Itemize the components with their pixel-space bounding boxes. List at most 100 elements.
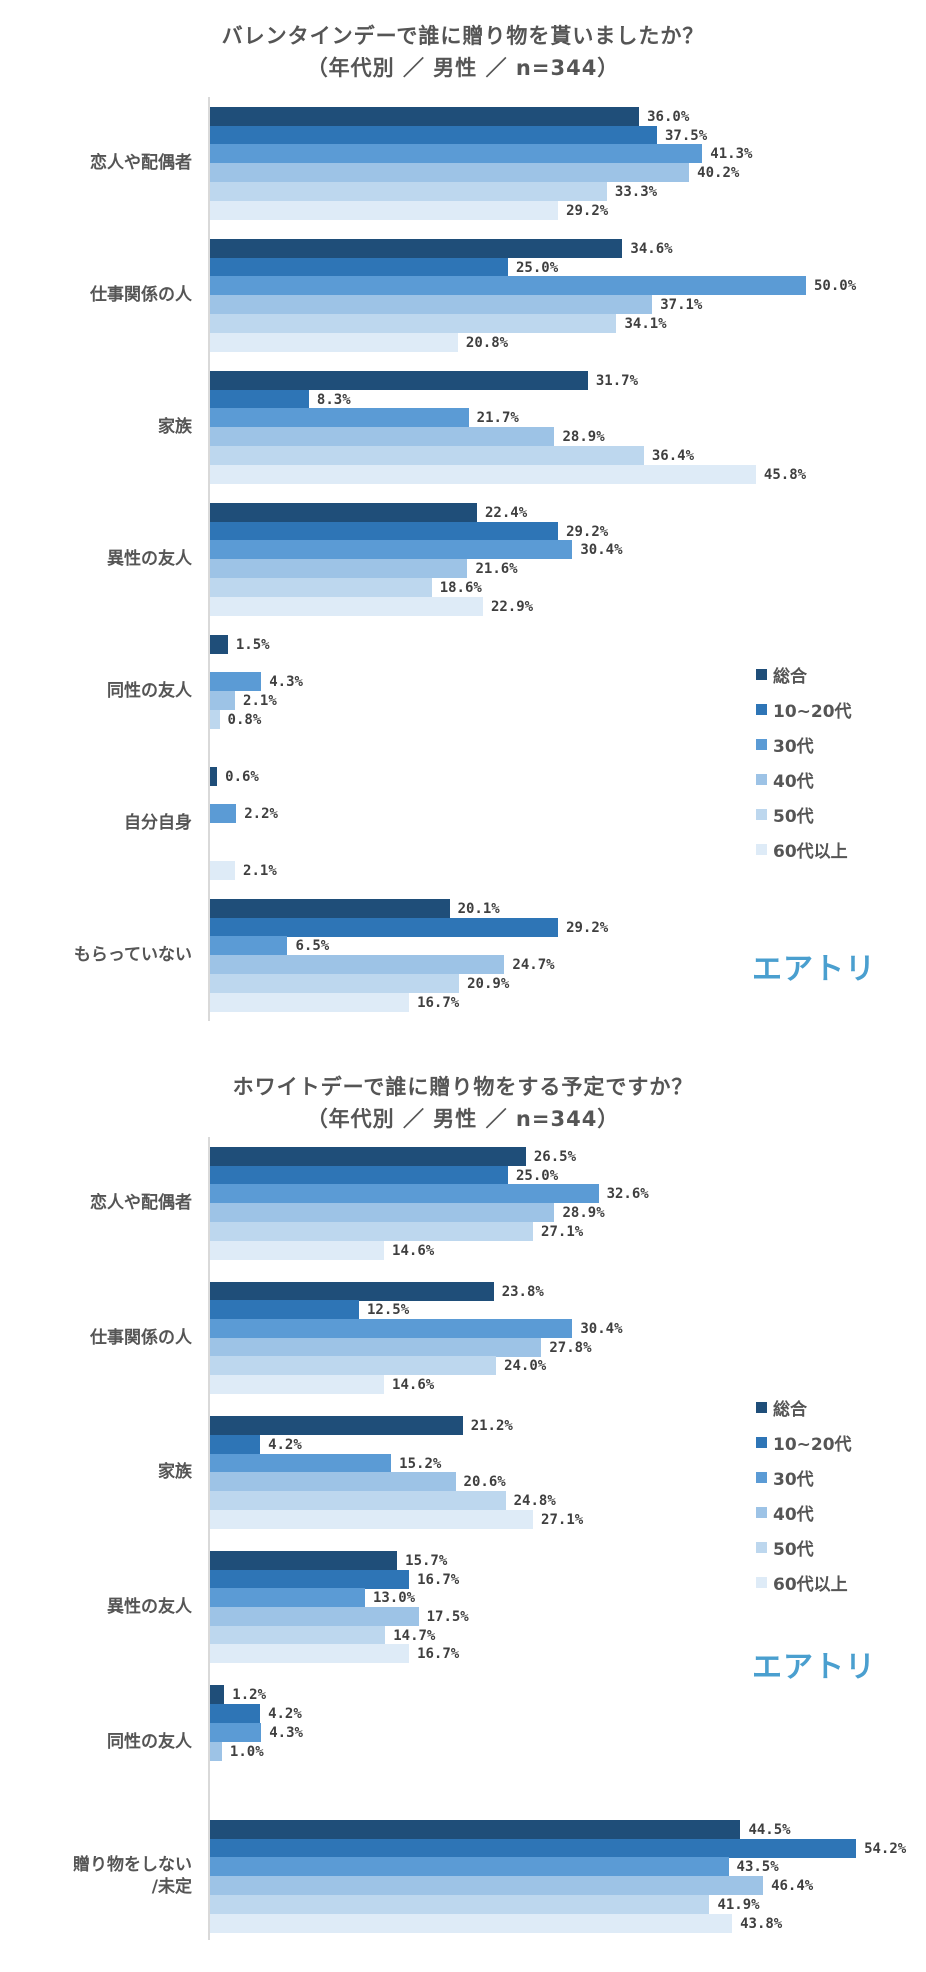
category-label: 異性の友人	[107, 1596, 192, 1617]
legend-item: 総合	[756, 1390, 852, 1425]
legend-item: 50代	[756, 797, 852, 832]
bar	[210, 559, 468, 579]
data-label: 24.7%	[512, 957, 555, 974]
data-label: 34.1%	[624, 315, 667, 332]
data-label: 21.6%	[475, 561, 518, 578]
legend-swatch	[756, 1437, 767, 1448]
data-label: 21.2%	[470, 1418, 513, 1435]
data-label: 23.8%	[501, 1283, 544, 1300]
chart-title: ホワイトデーで誰に贈り物をする予定ですか？	[232, 1075, 694, 1099]
category-label: 家族	[158, 417, 192, 438]
legend-swatch	[756, 739, 767, 750]
bar	[210, 163, 690, 183]
legend-item: 60代以上	[756, 832, 852, 867]
data-label: 31.7%	[595, 373, 639, 389]
data-label: 4.3%	[269, 1724, 303, 1741]
data-label: 37.5%	[665, 127, 708, 144]
data-label: 27.1%	[541, 1511, 584, 1528]
data-label: 24.0%	[504, 1358, 547, 1375]
chart-subtitle: （年代別 ／ 男性 ／ n=344）	[306, 1107, 620, 1131]
legend-label: 50代	[773, 807, 814, 827]
bar	[210, 1838, 857, 1858]
chart-title: バレンタインデーで誰に贈り物を貰いましたか？	[221, 24, 705, 48]
data-label: 27.8%	[549, 1339, 592, 1356]
bar	[210, 445, 644, 465]
bar	[210, 503, 477, 523]
bar	[210, 1569, 410, 1589]
bar	[210, 1588, 365, 1608]
data-label: 28.9%	[562, 1205, 605, 1222]
data-label: 33.3%	[614, 183, 658, 200]
data-label: 26.5%	[533, 1149, 577, 1165]
legend-item: 40代	[756, 1495, 852, 1530]
bar	[210, 1240, 385, 1260]
bar	[210, 936, 288, 956]
legend-label: 30代	[773, 737, 814, 757]
data-label: 32.6%	[606, 1186, 649, 1203]
data-label: 0.8%	[227, 711, 262, 728]
y-axis-line	[208, 97, 210, 1021]
bar	[210, 1221, 534, 1241]
bar	[210, 1472, 456, 1492]
data-label: 1.0%	[229, 1743, 264, 1760]
data-label: 44.5%	[748, 1822, 791, 1838]
bar	[210, 200, 559, 220]
data-label: 2.2%	[244, 806, 278, 823]
bar	[210, 371, 588, 391]
legend-swatch	[756, 704, 767, 715]
bar	[210, 107, 640, 127]
data-label: 4.3%	[269, 674, 303, 691]
legend-swatch	[756, 774, 767, 785]
data-label: 20.1%	[457, 901, 500, 917]
legend-item: 10~20代	[756, 1425, 852, 1460]
bar	[210, 1184, 599, 1204]
data-label: 16.7%	[417, 994, 460, 1011]
data-label: 16.7%	[417, 1571, 460, 1588]
bar	[210, 1416, 463, 1436]
data-label: 1.5%	[235, 637, 270, 653]
data-label: 45.8%	[763, 466, 807, 483]
data-label: 15.7%	[405, 1552, 448, 1569]
legend-item: 40代	[756, 762, 852, 797]
data-label: 46.4%	[771, 1878, 814, 1895]
bar	[210, 596, 483, 616]
bar	[210, 955, 505, 975]
legend: 総合 10~20代 30代 40代 50代 60代以上	[756, 657, 852, 867]
legend-swatch	[756, 844, 767, 855]
data-label: 25.0%	[516, 259, 559, 276]
bar	[210, 1876, 764, 1896]
bar	[210, 313, 617, 333]
category-label: 家族	[158, 1462, 192, 1483]
bar	[210, 540, 573, 560]
data-label: 21.7%	[476, 410, 519, 427]
data-label: 43.5%	[736, 1859, 779, 1876]
bar	[210, 1685, 225, 1705]
legend-label: 30代	[773, 1470, 814, 1490]
bar	[210, 1509, 534, 1529]
bar	[210, 1319, 573, 1339]
data-label: 25.0%	[516, 1167, 559, 1184]
bar	[210, 635, 228, 655]
data-label: 4.2%	[268, 1436, 302, 1453]
bar	[210, 1356, 497, 1376]
legend-swatch	[756, 1577, 767, 1588]
data-label: 15.2%	[399, 1455, 442, 1472]
bar	[210, 1894, 710, 1914]
data-label: 20.8%	[465, 334, 509, 351]
data-label: 37.1%	[660, 297, 703, 314]
bar	[210, 672, 262, 692]
chart-subtitle: （年代別 ／ 男性 ／ n=344）	[306, 56, 620, 80]
legend-label: 10~20代	[773, 702, 852, 722]
bar	[210, 1625, 386, 1645]
bar	[210, 1165, 508, 1185]
legend-swatch	[756, 809, 767, 820]
data-label: 54.2%	[864, 1840, 907, 1857]
legend-label: 40代	[773, 772, 814, 792]
bar	[210, 709, 220, 729]
data-label: 6.5%	[295, 938, 330, 955]
data-label: 12.5%	[367, 1302, 410, 1319]
bar	[210, 1741, 222, 1761]
category-label: 仕事関係の人	[90, 1327, 192, 1348]
legend-label: 60代以上	[773, 1575, 848, 1595]
bar	[210, 464, 756, 484]
